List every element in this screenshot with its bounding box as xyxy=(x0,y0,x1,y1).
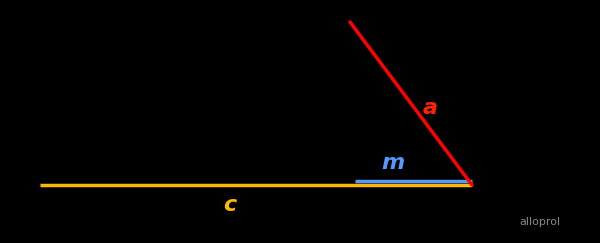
Text: m: m xyxy=(382,153,404,173)
Text: a: a xyxy=(422,98,437,118)
Text: alloprol: alloprol xyxy=(520,217,560,227)
Text: c: c xyxy=(223,195,236,215)
